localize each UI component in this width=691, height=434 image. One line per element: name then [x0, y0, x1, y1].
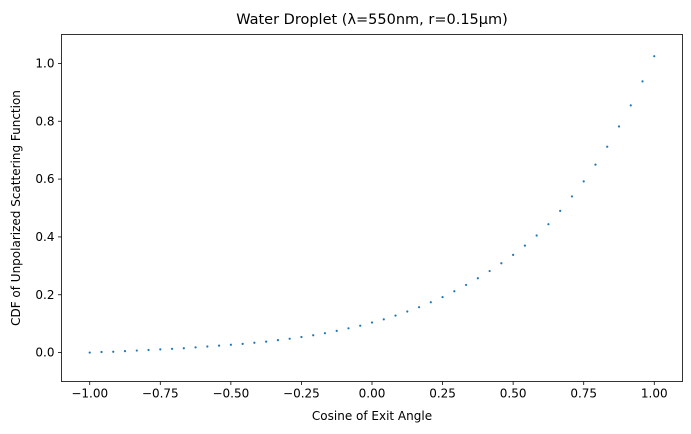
y-tick-label: 0.6 — [35, 172, 54, 186]
data-point — [112, 350, 115, 353]
x-tick-label: −0.75 — [142, 387, 179, 401]
data-point — [629, 104, 632, 107]
y-tick-label: 0.4 — [35, 230, 54, 244]
data-point — [323, 332, 327, 335]
y-tick-label: 1.0 — [35, 56, 54, 70]
data-point — [441, 295, 444, 299]
data-point — [512, 253, 515, 256]
data-point — [135, 349, 138, 352]
chart-title: Water Droplet (λ=550nm, r=0.15μm) — [236, 12, 508, 28]
x-tick-label: −0.50 — [212, 387, 249, 401]
x-tick-label: 1.00 — [641, 387, 668, 401]
data-point — [382, 318, 385, 321]
x-axis-label: Cosine of Exit Angle — [312, 409, 432, 423]
data-point — [417, 306, 421, 309]
data-point — [241, 342, 244, 346]
data-point — [406, 310, 409, 313]
data-point — [147, 348, 150, 352]
data-points — [88, 55, 656, 354]
data-point — [653, 55, 656, 58]
data-point — [476, 277, 479, 280]
data-point — [194, 346, 197, 349]
data-point — [559, 209, 562, 212]
data-point — [359, 324, 362, 327]
x-tick-label: −0.25 — [283, 387, 320, 401]
data-point — [370, 321, 374, 324]
x-axis: −1.00 −0.75 −0.50 −0.25 0.00 0.25 0.50 0.75 1.00 — [71, 381, 668, 401]
data-point — [159, 348, 162, 351]
data-point — [300, 335, 303, 339]
data-point — [594, 163, 597, 166]
data-point — [535, 234, 538, 237]
plot-frame — [61, 34, 683, 382]
data-point — [547, 223, 550, 226]
y-tick-label: 0.0 — [35, 346, 54, 360]
x-tick-label: −1.00 — [71, 387, 108, 401]
data-point — [500, 262, 503, 265]
data-point — [582, 180, 585, 183]
x-tick-label: 0.50 — [500, 387, 527, 401]
data-point — [347, 327, 350, 330]
data-point — [265, 340, 268, 343]
y-axis: 0.0 0.2 0.4 0.6 0.8 1.0 — [35, 56, 62, 360]
data-point — [488, 269, 491, 273]
data-point — [88, 351, 91, 354]
data-point — [429, 301, 432, 304]
data-point — [206, 345, 209, 348]
data-point — [288, 337, 291, 340]
data-point — [523, 244, 527, 247]
data-point — [335, 329, 338, 332]
data-point — [606, 145, 609, 148]
data-point — [394, 314, 397, 317]
y-tick-label: 0.2 — [35, 288, 54, 302]
data-point — [570, 195, 574, 198]
data-point — [641, 80, 644, 83]
data-point — [182, 347, 185, 350]
data-point — [253, 341, 256, 344]
data-point — [312, 334, 315, 337]
data-point — [100, 350, 103, 354]
y-tick-label: 0.8 — [35, 114, 54, 128]
data-point — [123, 350, 127, 353]
data-point — [276, 339, 280, 342]
data-point — [453, 290, 456, 293]
data-point — [229, 343, 232, 346]
x-tick-label: 0.00 — [359, 387, 386, 401]
data-point — [170, 347, 174, 350]
x-tick-label: 0.75 — [570, 387, 597, 401]
data-point — [617, 125, 621, 128]
data-point — [217, 344, 221, 347]
y-axis-label: CDF of Unpolarized Scattering Function — [9, 90, 23, 326]
data-point — [464, 283, 468, 287]
x-tick-label: 0.25 — [429, 387, 456, 401]
